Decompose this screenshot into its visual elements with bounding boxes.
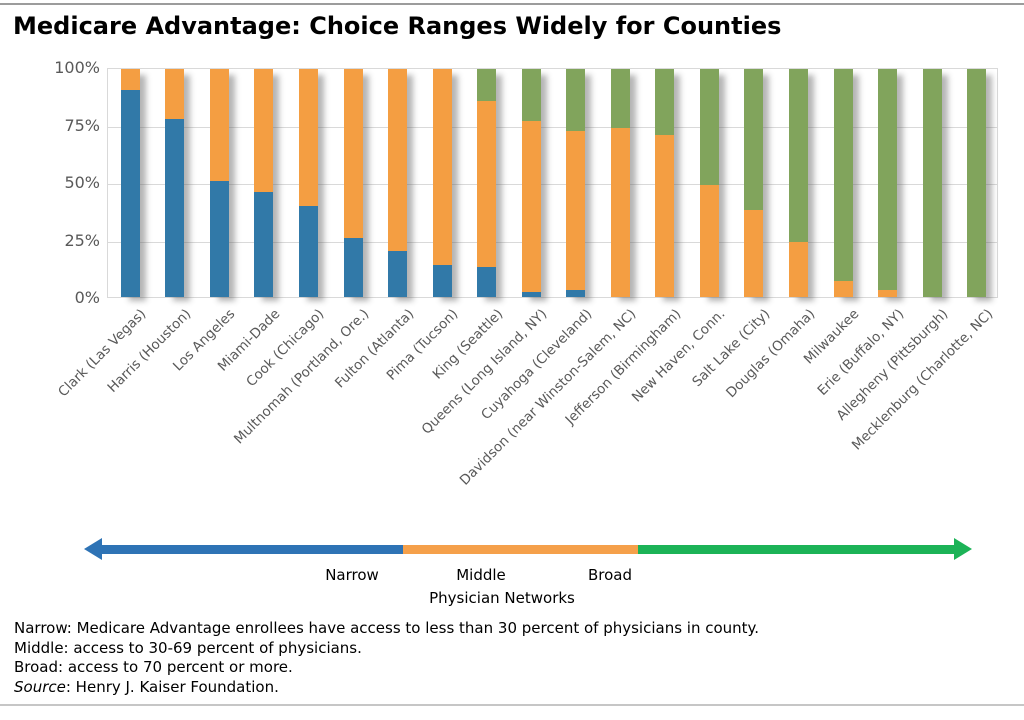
gridline (108, 126, 997, 128)
y-tick-label: 50% (64, 173, 100, 192)
bar-segment-middle (789, 242, 809, 297)
arrow-left-head-icon (84, 538, 102, 560)
arrow-segment-middle (403, 545, 638, 554)
bar-segment-middle (655, 135, 675, 297)
bar-segment-middle (120, 69, 140, 90)
bar-segment-middle (699, 185, 719, 297)
bar-segment-broad (967, 69, 987, 297)
bar-segment-broad (521, 69, 541, 122)
bar (343, 69, 363, 297)
bar (254, 69, 274, 297)
bar-segment-middle (566, 130, 586, 291)
bar-segment-narrow (298, 205, 318, 297)
arrow-segment-narrow (100, 545, 403, 554)
bar (610, 69, 630, 297)
bar (477, 69, 497, 297)
bar-segment-narrow (120, 89, 140, 297)
footnote-source: Source: Henry J. Kaiser Foundation. (14, 678, 759, 698)
bar-segment-middle (254, 69, 274, 193)
bar (566, 69, 586, 297)
bar-segment-broad (789, 69, 809, 243)
bar-segment-broad (744, 69, 764, 211)
bar-segment-middle (521, 121, 541, 293)
bar (922, 69, 942, 297)
source-text: : Henry J. Kaiser Foundation. (65, 677, 279, 696)
bar-segment-narrow (477, 267, 497, 297)
y-tick-label: 25% (64, 230, 100, 250)
bar-segment-narrow (165, 119, 185, 297)
bar-segment-middle (388, 69, 408, 252)
bar-segment-narrow (209, 180, 229, 297)
bar (209, 69, 229, 297)
chart-title: Medicare Advantage: Choice Ranges Widely… (13, 12, 782, 40)
bar (655, 69, 675, 297)
bar-segment-middle (878, 290, 898, 297)
bar (789, 69, 809, 297)
bar-segment-narrow (254, 192, 274, 297)
x-tick-label: Queens (Long Island, NY) (418, 306, 551, 438)
bar-segment-broad (922, 69, 942, 297)
bar-segment-narrow (343, 237, 363, 297)
bar-segment-narrow (432, 265, 452, 297)
bar (432, 69, 452, 297)
plot-area (107, 68, 998, 298)
bar-segment-middle (165, 69, 185, 120)
arrow-label-broad: Broad (587, 566, 633, 584)
footnote-broad: Broad: access to 70 percent or more. (14, 658, 293, 676)
bar-segment-narrow (521, 292, 541, 297)
arrow-segment-broad (638, 545, 955, 554)
bar-segment-middle (209, 69, 229, 181)
bar-segment-middle (744, 210, 764, 297)
arrow-label-middle: Middle (456, 566, 506, 584)
bar-segment-middle (298, 69, 318, 206)
arrow-label-narrow: Narrow (325, 566, 379, 584)
bar (967, 69, 987, 297)
bar-segment-broad (655, 69, 675, 136)
y-tick-label: 100% (54, 58, 100, 77)
bar-segment-broad (610, 69, 630, 129)
bar (699, 69, 719, 297)
bar (744, 69, 764, 297)
top-rule (0, 3, 1024, 5)
x-tick-label: Los Angeles (170, 306, 239, 375)
bar-segment-middle (432, 69, 452, 266)
source-word: Source (14, 677, 66, 696)
x-tick-label: Allegheny (Pittsburgh) (833, 306, 952, 424)
bar-segment-middle (477, 100, 497, 268)
bar (878, 69, 898, 297)
bar (388, 69, 408, 297)
bar-segment-broad (566, 69, 586, 131)
footnote-narrow: Narrow: Medicare Advantage enrollees hav… (14, 619, 760, 637)
bar-segment-narrow (566, 290, 586, 297)
bar-segment-broad (477, 69, 497, 101)
bar-segment-middle (833, 281, 853, 297)
footnote-middle: Middle: access to 30-69 percent of physi… (14, 638, 362, 657)
arrow-right-head-icon (954, 538, 972, 560)
y-tick-label: 0% (74, 288, 100, 307)
bar-segment-middle (343, 69, 363, 238)
gridline (108, 241, 997, 243)
bar (521, 69, 541, 297)
bar-segment-broad (699, 69, 719, 186)
bar (298, 69, 318, 297)
gridline (108, 184, 997, 185)
bar (120, 69, 140, 297)
footnotes: Narrow: Medicare Advantage enrollees hav… (14, 619, 759, 697)
bar-segment-narrow (388, 251, 408, 297)
bar-segment-middle (610, 128, 630, 297)
bottom-rule (0, 704, 1024, 706)
bar (833, 69, 853, 297)
y-tick-label: 75% (64, 115, 100, 135)
bar-segment-broad (878, 69, 898, 291)
bar-segment-broad (833, 69, 853, 282)
arrow-axis-title: Physician Networks (429, 589, 575, 607)
bar (165, 69, 185, 297)
